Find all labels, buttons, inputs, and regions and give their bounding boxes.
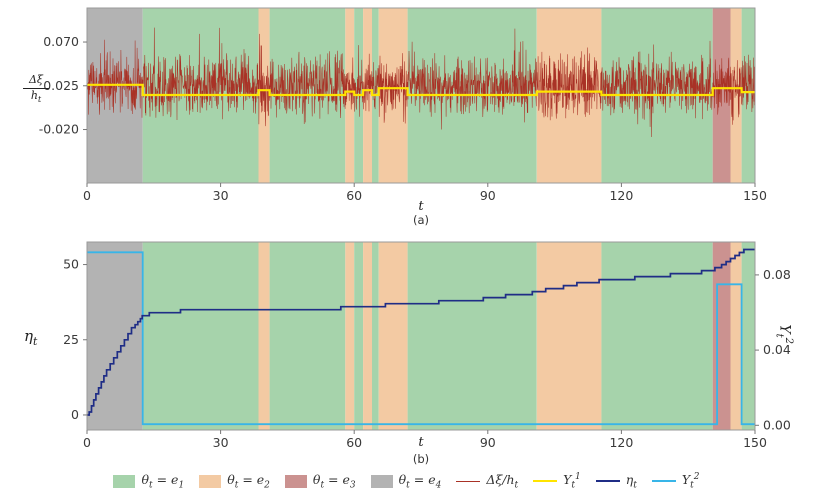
regime-band-e2: [345, 242, 355, 430]
panel-b-tag: (b): [412, 452, 430, 466]
x-tick-label: 150: [743, 188, 767, 203]
x-tick-label: 90: [480, 188, 496, 203]
y2-line-swatch: [651, 480, 676, 483]
ylabel-numerator: Δξ: [28, 73, 43, 86]
legend-label-1: θt = e2: [227, 472, 270, 491]
x-tick-label: 120: [609, 188, 633, 203]
y-tick-label-right: 0.04: [763, 342, 791, 357]
regime-band-e2: [536, 242, 602, 430]
regime-band-e2: [345, 8, 355, 183]
regime-band-e2: [363, 8, 372, 183]
panel-a-y-axis-label: Δξ ht: [16, 73, 56, 104]
y-tick-label-left: -0.020: [39, 122, 79, 137]
legend-item-1: θt = e2: [199, 472, 270, 491]
regime-band-e1: [601, 242, 713, 430]
regime-band-e2: [258, 242, 270, 430]
y-tick-label-right: 0.00: [763, 417, 791, 432]
noise-line-swatch: [456, 480, 481, 482]
legend-item-4: Δξ/ht: [456, 472, 518, 491]
x-tick-label: 0: [83, 435, 91, 450]
regime-band-e1: [741, 242, 755, 430]
legend-label-2: θt = e3: [312, 472, 356, 491]
legend: θt = e1 θt = e2 θt = e3 θt = e4 Δξ/ht Yt1 ηt Yt…: [0, 472, 813, 491]
regime-band-e2: [363, 242, 372, 430]
regime-band-e2: [378, 242, 408, 430]
regime-e3-swatch: [284, 474, 307, 488]
legend-item-2: θt = e3: [284, 472, 356, 491]
legend-label-6: ηt: [625, 472, 637, 491]
fraction-bar: [23, 87, 49, 89]
regime-band-e1: [407, 242, 537, 430]
panel-b-x-axis-label: t: [418, 435, 424, 450]
regime-e2-swatch: [199, 474, 222, 488]
x-tick-label: 0: [83, 188, 91, 203]
y-tick-label-left: 0: [71, 407, 79, 422]
series-y1: [87, 83, 755, 97]
y-tick-label-left: 0.070: [43, 34, 79, 49]
panel-a-x-axis-label: t: [418, 199, 424, 214]
y-tick-label-left: 0.025: [43, 78, 79, 93]
y1-line-swatch: [533, 480, 558, 483]
eta-line-swatch: [595, 480, 620, 483]
regime-band-e4: [87, 242, 143, 430]
panel-b-left-axis-label: ηt: [24, 327, 38, 348]
regime-band-e1: [142, 242, 259, 430]
x-tick-label: 30: [213, 188, 229, 203]
legend-item-7: Yt2: [651, 472, 700, 491]
panel-b-right-axis-label: Yt2: [773, 324, 795, 345]
y-tick-label-left: 50: [63, 257, 79, 272]
legend-item-0: θt = e1: [113, 472, 184, 491]
plot-frame: [86, 7, 756, 184]
legend-item-3: θt = e4: [370, 472, 442, 491]
regime-band-e1: [354, 242, 364, 430]
panel-b: 0 30 60 90 120 150 0 25 50 0.00 0.04 0.08 ηt Yt2 t …: [0, 232, 813, 470]
plot-frame: [86, 241, 756, 431]
regime-band-e1: [372, 242, 379, 430]
legend-label-7: Yt2: [681, 472, 700, 491]
regime-band-e2: [730, 242, 742, 430]
legend-label-0: θt = e1: [141, 472, 185, 491]
series-eta: [87, 248, 755, 416]
panel-a: 0 30 60 90 120 150 0.070 0.025 -0.020 Δξ ht t (a…: [0, 0, 813, 232]
legend-item-6: ηt: [595, 472, 637, 491]
x-tick-label: 150: [743, 435, 767, 450]
series-dxi-ht: [86, 27, 756, 138]
legend-item-5: Yt1: [533, 472, 581, 491]
ylabel-denominator: ht: [30, 88, 42, 104]
series-y2: [87, 251, 755, 426]
x-tick-label: 30: [213, 435, 229, 450]
y-tick-label-left: 25: [63, 332, 79, 347]
legend-label-5: Yt1: [563, 472, 581, 491]
panel-a-tag: (a): [412, 213, 430, 227]
y-tick-label-right: 0.08: [763, 267, 791, 282]
regime-e4-swatch: [370, 474, 393, 488]
x-tick-label: 90: [480, 435, 496, 450]
chart-b-canvas: 0 30 60 90 120 150 0 25 50 0.00 0.04 0.08: [63, 241, 791, 450]
x-tick-label: 120: [609, 435, 633, 450]
x-tick-label: 60: [346, 188, 362, 203]
legend-label-4: Δξ/ht: [486, 472, 519, 491]
legend-label-3: θt = e4: [398, 472, 442, 491]
regime-e1-swatch: [113, 474, 136, 488]
x-tick-label: 60: [346, 435, 362, 450]
chart-a-canvas: 0 30 60 90 120 150 0.070 0.025 -0.020: [39, 7, 767, 203]
regime-band-e1: [269, 242, 346, 430]
